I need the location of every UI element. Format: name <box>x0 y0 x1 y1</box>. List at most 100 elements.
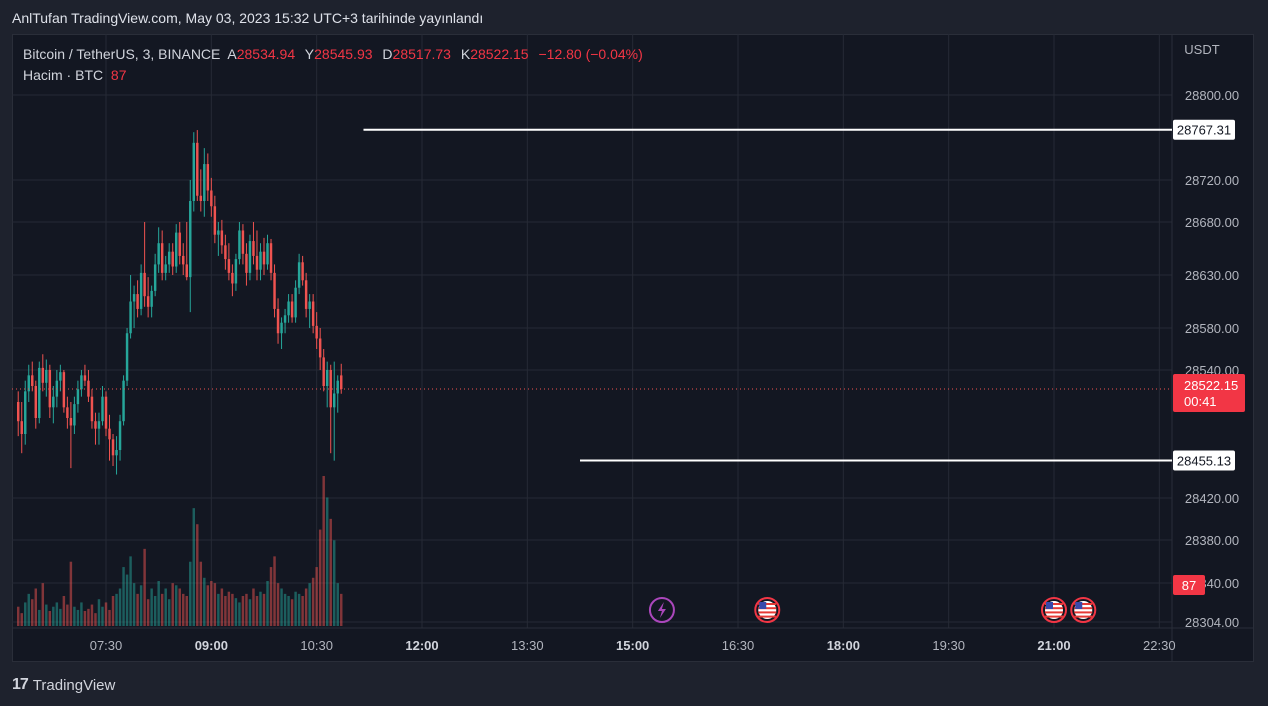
candles <box>16 130 343 475</box>
price-tick-label: 28420.00 <box>1185 491 1239 506</box>
candle-body <box>304 280 308 309</box>
candle-body <box>189 201 192 278</box>
candle-body <box>329 370 332 408</box>
candle-body <box>111 439 115 456</box>
candle-body <box>125 333 129 381</box>
candle-body <box>227 259 231 273</box>
us-flag-stripe <box>1074 611 1093 614</box>
candle-body <box>94 421 97 429</box>
candle-body <box>164 264 167 273</box>
volume-bar <box>189 561 192 626</box>
candle-body <box>90 396 94 422</box>
time-tick-label: 16:30 <box>722 638 755 653</box>
event-icons <box>648 597 1097 623</box>
volume-bar <box>259 591 262 626</box>
volume-bar <box>174 585 178 626</box>
volume-bar <box>66 604 69 626</box>
volume-bar <box>143 548 146 626</box>
candle-body <box>325 370 329 386</box>
candle-body <box>245 253 248 273</box>
legend-close-label: K <box>460 46 471 62</box>
candle-body <box>108 428 111 440</box>
candle-body <box>143 272 146 297</box>
volume-bar <box>97 599 101 626</box>
candlestick-chart[interactable]: USDT 28800.00 28720.00 28680.00 28630.00 2858… <box>12 34 1254 662</box>
candle-body <box>150 290 153 307</box>
us-flag-stripe <box>1045 607 1063 610</box>
candle-body <box>178 232 181 256</box>
volume-bar <box>266 581 269 626</box>
volume-bar <box>318 529 322 626</box>
volume-bar <box>108 609 111 626</box>
footer-brand-text: TradingView <box>32 676 116 694</box>
candle-body <box>118 421 122 450</box>
price-tick-label: 28800.00 <box>1185 88 1239 103</box>
volume-bar <box>125 574 129 626</box>
price-tick-label: 28680.00 <box>1185 215 1239 230</box>
chart-legend: Bitcoin / TetherUS, 3, BINANCE A28534.94… <box>23 45 643 87</box>
volume-bar <box>153 596 157 626</box>
candle-body <box>59 372 62 381</box>
volume-bar <box>48 611 52 626</box>
us-flag-stripe <box>1045 603 1063 605</box>
us-flag-stripe <box>1074 607 1093 610</box>
candle-body <box>24 391 27 434</box>
volume-bar <box>192 508 196 626</box>
us-flag-icon <box>1041 597 1067 623</box>
candle-body <box>241 230 245 254</box>
candle-body <box>290 301 294 318</box>
tradingview-logo-icon: 17 <box>12 676 29 693</box>
legend-low-label: D <box>382 46 393 62</box>
candle-body <box>76 389 80 405</box>
volume-bar <box>171 583 174 626</box>
volume-bar <box>301 596 304 626</box>
volume-bar <box>24 602 27 626</box>
candle-body <box>206 164 210 191</box>
volume-bar <box>217 593 220 626</box>
us-flag-icon <box>754 597 781 623</box>
candle-body <box>52 396 55 408</box>
footer-brand[interactable]: 17 TradingView <box>12 676 115 694</box>
volume-bar <box>227 591 231 626</box>
candle-body <box>255 255 259 270</box>
volume-bar <box>248 599 252 626</box>
candle-body <box>301 262 304 281</box>
candle-body <box>199 195 203 201</box>
volume-bar <box>20 613 23 626</box>
volume-bar <box>294 591 297 626</box>
us-flag-stripe <box>1045 611 1063 614</box>
candle-body <box>69 418 73 426</box>
volume-bar <box>336 583 339 626</box>
price-line-tag <box>1173 450 1235 471</box>
candle-body <box>129 301 132 334</box>
candle-body <box>252 241 255 256</box>
last-price-tag <box>1173 374 1245 413</box>
volume-bar <box>16 606 20 626</box>
candle-body <box>311 301 315 326</box>
volume-bar <box>269 567 273 626</box>
candle-body <box>122 380 125 422</box>
candle-body <box>16 402 20 422</box>
volume-bar <box>52 606 55 626</box>
volume-bar <box>255 596 259 626</box>
candle-body <box>157 243 160 265</box>
volume-bar <box>34 588 38 626</box>
candle-body <box>66 407 69 418</box>
volume-bar <box>73 606 76 626</box>
time-tick-label: 10:30 <box>300 638 333 653</box>
candle-body <box>280 322 283 334</box>
candle-body <box>294 287 297 318</box>
candle-body <box>322 357 325 386</box>
volume-bar <box>160 593 164 626</box>
volume-bar <box>132 583 136 626</box>
volume-bar <box>31 599 34 626</box>
volume-bar <box>87 608 90 626</box>
candle-body <box>213 206 217 235</box>
us-flag-stripe <box>1074 615 1093 618</box>
candle-body <box>160 243 164 273</box>
volume-bar <box>41 583 45 626</box>
volume-bar <box>234 598 238 626</box>
legend-volume-label: Hacim · BTC <box>23 67 104 83</box>
candle-body <box>332 393 336 408</box>
candle-body <box>34 386 38 418</box>
